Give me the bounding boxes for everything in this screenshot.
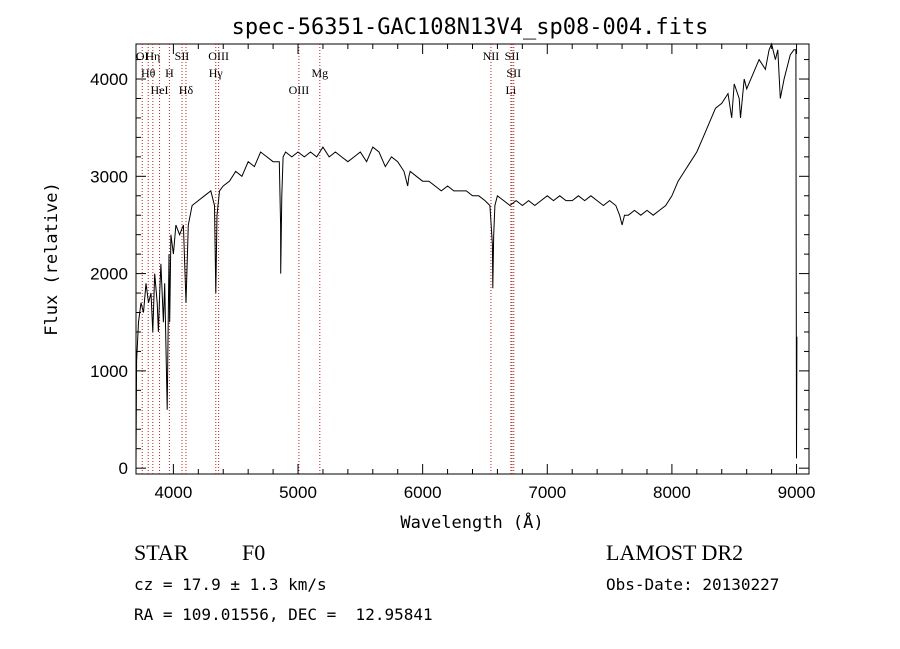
x-tick-label: 8000 bbox=[653, 483, 691, 502]
line-marker-label: OIII bbox=[208, 49, 229, 63]
y-axis-label: Flux (relative) bbox=[42, 182, 62, 336]
plot-frame bbox=[135, 43, 810, 475]
line-marker-label: Hθ bbox=[141, 66, 156, 80]
survey-name: LAMOST DR2 bbox=[606, 540, 744, 565]
line-marker-label: SII bbox=[506, 66, 521, 80]
line-marker-label: Mg bbox=[311, 66, 328, 80]
spectrum-series-line bbox=[135, 42, 798, 464]
object-class: STAR bbox=[134, 540, 189, 565]
coordinates: RA = 109.01556, DEC = 12.95841 bbox=[134, 605, 433, 624]
y-tick-label: 4000 bbox=[90, 70, 128, 89]
observation-date: Obs-Date: 20130227 bbox=[606, 575, 780, 594]
line-marker-label: H bbox=[165, 66, 174, 80]
y-tick-label: 3000 bbox=[90, 167, 128, 186]
y-tick-label: 0 bbox=[119, 459, 128, 478]
chart-title: spec-56351-GAC108N13V4_sp08-004.fits bbox=[232, 15, 709, 40]
line-marker-label: NII bbox=[483, 49, 500, 63]
line-marker-label: Hδ bbox=[179, 83, 194, 97]
redshift-value: cz = 17.9 ± 1.3 km/s bbox=[134, 575, 327, 594]
line-marker-label: OIII bbox=[289, 83, 310, 97]
x-tick-label: 4000 bbox=[154, 483, 192, 502]
y-tick-label: 1000 bbox=[90, 362, 128, 381]
line-marker-label: Hη bbox=[145, 49, 160, 63]
x-tick-label: 9000 bbox=[778, 483, 816, 502]
x-tick-label: 6000 bbox=[404, 483, 442, 502]
line-marker-label: Hγ bbox=[209, 66, 224, 80]
line-marker-label: SII bbox=[175, 49, 190, 63]
y-tick-label: 2000 bbox=[90, 265, 128, 284]
line-marker-label: HeI bbox=[151, 83, 169, 97]
x-tick-label: 5000 bbox=[279, 483, 317, 502]
line-marker-label: SII bbox=[505, 49, 520, 63]
x-tick-label: 7000 bbox=[528, 483, 566, 502]
x-axis-label: Wavelength (Å) bbox=[400, 511, 543, 533]
line-marker-label: Li bbox=[506, 83, 517, 97]
subclass: F0 bbox=[242, 540, 266, 565]
